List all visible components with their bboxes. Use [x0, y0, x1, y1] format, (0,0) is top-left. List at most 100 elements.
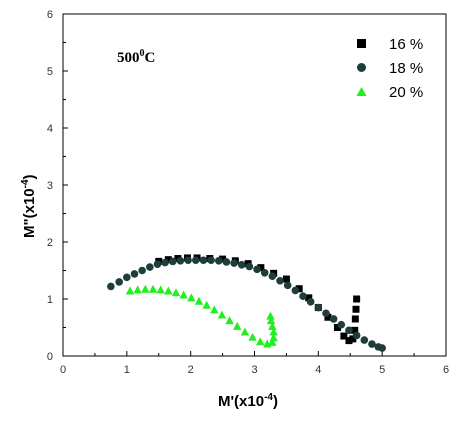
- legend-label-18: 18 %: [389, 60, 423, 77]
- data-point: [133, 285, 142, 294]
- data-point: [333, 324, 341, 331]
- data-point: [368, 340, 376, 348]
- axis-ticks: [62, 13, 447, 357]
- data-point: [269, 333, 278, 342]
- data-point: [345, 337, 353, 345]
- data-point: [202, 300, 211, 309]
- data-point: [378, 344, 386, 352]
- data-point: [314, 303, 323, 312]
- data-point: [345, 326, 353, 335]
- y-tick-label: 1: [47, 294, 53, 306]
- y-tick-label: 0: [47, 351, 53, 363]
- data-point: [222, 258, 231, 266]
- data-point: [153, 260, 162, 269]
- y-tick-labels: 0 1 2 3 4 5 6: [47, 9, 53, 363]
- data-point: [266, 311, 275, 320]
- data-point: [240, 327, 250, 336]
- data-point: [268, 272, 277, 281]
- data-point: [340, 332, 348, 340]
- x-tick-labels: 0 1 2 3 4 5 6: [60, 364, 449, 376]
- data-point: [164, 256, 172, 264]
- x-tick-label: 6: [443, 364, 449, 376]
- data-point: [351, 326, 359, 334]
- data-point: [230, 259, 238, 267]
- data-point: [266, 316, 276, 325]
- data-point: [324, 313, 332, 321]
- data-point: [176, 257, 185, 265]
- data-point: [214, 257, 223, 265]
- data-point: [179, 290, 188, 299]
- data-point: [268, 337, 277, 346]
- data-point: [245, 262, 254, 271]
- legend-marker-16: [357, 39, 366, 48]
- data-point: [257, 264, 265, 272]
- annotation-temperature: 5000C: [117, 48, 155, 66]
- data-point: [233, 321, 242, 330]
- data-point: [107, 282, 115, 291]
- data-point: [352, 331, 361, 340]
- data-point: [168, 257, 177, 266]
- x-tick-label: 0: [60, 364, 66, 376]
- data-point: [187, 293, 196, 302]
- x-tick-label: 2: [188, 364, 194, 376]
- legend: 16 % 18 % 20 %: [356, 36, 423, 101]
- data-point: [256, 337, 265, 346]
- x-tick-label: 4: [315, 364, 321, 376]
- data-point: [268, 321, 277, 330]
- data-point: [322, 309, 330, 318]
- data-point: [260, 268, 269, 277]
- data-point: [253, 265, 261, 274]
- x-tick-label: 5: [379, 364, 385, 376]
- data-point: [164, 286, 173, 295]
- data-point: [194, 296, 204, 305]
- data-point: [299, 292, 307, 300]
- data-point: [306, 298, 315, 306]
- y-tick-label: 4: [47, 123, 53, 135]
- x-tick-label: 3: [251, 364, 257, 376]
- data-point: [248, 332, 257, 341]
- data-point: [352, 305, 360, 313]
- y-tick-label: 6: [47, 9, 53, 21]
- data-point: [210, 305, 219, 314]
- data-point: [291, 286, 300, 295]
- data-marks: [107, 254, 386, 352]
- x-tick-label: 1: [124, 364, 130, 376]
- legend-marker-20: [356, 87, 367, 96]
- data-point: [269, 327, 278, 336]
- y-tick-label: 2: [47, 237, 53, 249]
- data-point: [282, 275, 290, 283]
- data-point: [199, 256, 208, 265]
- data-point: [329, 315, 338, 323]
- data-point: [295, 285, 303, 293]
- x-axis-title: M'(x10-4): [218, 392, 278, 410]
- data-point: [141, 284, 150, 293]
- data-point: [191, 256, 200, 265]
- data-point: [283, 281, 292, 290]
- data-point: [161, 258, 169, 267]
- y-axis-title: M"(x10-4): [20, 174, 38, 238]
- data-point: [146, 263, 154, 271]
- data-point: [276, 276, 284, 285]
- data-point: [148, 284, 158, 293]
- legend-marker-18: [357, 63, 366, 72]
- data-point: [353, 295, 361, 303]
- data-point: [123, 273, 131, 282]
- data-point: [305, 294, 313, 302]
- data-point: [138, 266, 146, 275]
- data-point: [225, 316, 234, 325]
- data-point: [360, 336, 369, 344]
- data-point: [156, 285, 165, 294]
- data-point: [219, 255, 227, 263]
- legend-label-20: 20 %: [389, 84, 423, 101]
- data-point: [171, 288, 181, 297]
- y-tick-label: 5: [47, 66, 53, 78]
- data-point: [184, 256, 192, 265]
- data-point: [337, 320, 346, 329]
- series-2: [107, 256, 386, 352]
- data-point: [207, 256, 215, 265]
- data-point: [217, 310, 227, 319]
- data-point: [115, 278, 123, 286]
- data-point: [125, 286, 135, 295]
- legend-label-16: 16 %: [389, 36, 423, 53]
